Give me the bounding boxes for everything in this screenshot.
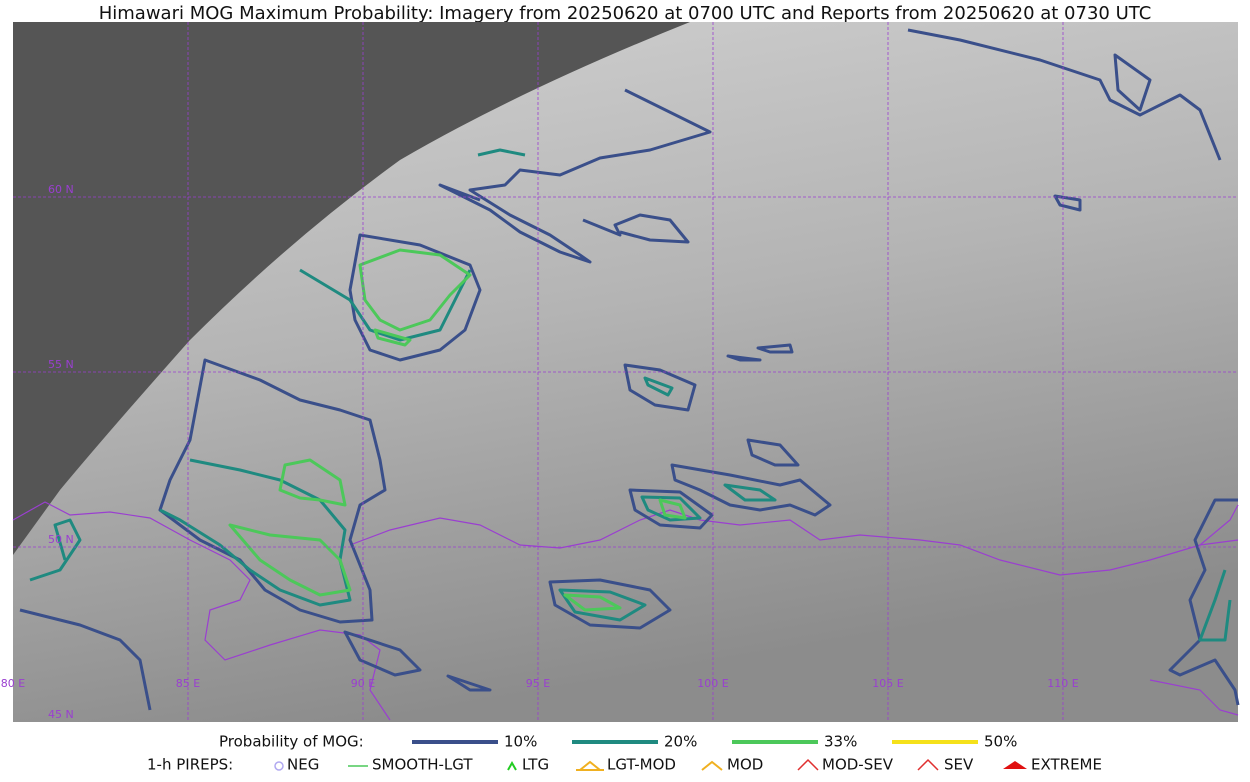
lon-label: 90 E [351, 677, 375, 690]
legend-label: 20% [664, 733, 697, 751]
lat-label: 50 N [48, 533, 74, 546]
lat-label: 45 N [48, 708, 74, 721]
mod-sev-icon [797, 758, 819, 771]
lon-label: 80 E [1, 677, 25, 690]
mod-icon [701, 760, 723, 771]
pireps-title: 1-h PIREPS: [147, 756, 233, 774]
neg-icon [274, 761, 284, 771]
lon-label: 105 E [872, 677, 903, 690]
pirep-label: SEV [944, 756, 974, 774]
sev-icon [917, 758, 939, 771]
contours [19, 28, 1240, 711]
map: 60 N 55 N 50 N 45 N 80 E 85 E 90 E 95 E 100 E 105… [1, 22, 1240, 722]
pirep-label: MOD [727, 756, 763, 774]
extreme-icon [1003, 761, 1027, 769]
pirep-label: LGT-MOD [607, 756, 676, 774]
pirep-label: SMOOTH-LGT [372, 756, 473, 774]
space [13, 22, 690, 555]
legend-label: 10% [504, 733, 537, 751]
lat-label: 60 N [48, 183, 74, 196]
lon-label: 85 E [176, 677, 200, 690]
pirep-label: NEG [287, 756, 319, 774]
legend-title: Probability of MOG: [219, 733, 364, 751]
lon-label: 110 E [1047, 677, 1078, 690]
pirep-label: EXTREME [1031, 756, 1102, 774]
legend-label: 50% [984, 733, 1017, 751]
title: Himawari MOG Maximum Probability: Imager… [99, 3, 1152, 24]
lat-label: 55 N [48, 358, 74, 371]
lgt-mod-icon [576, 760, 604, 771]
lon-label: 95 E [526, 677, 550, 690]
legend: Probability of MOG: 1-h PIREPS: 10% 20% 33… [147, 733, 1102, 774]
lon-label: 100 E [697, 677, 728, 690]
pirep-label: LTG [522, 756, 549, 774]
legend-label: 33% [824, 733, 857, 751]
graticule: 60 N 55 N 50 N 45 N 80 E 85 E 90 E 95 E 100 E 105… [1, 22, 1238, 722]
pirep-label: MOD-SEV [822, 756, 894, 774]
ltg-icon [507, 760, 517, 771]
